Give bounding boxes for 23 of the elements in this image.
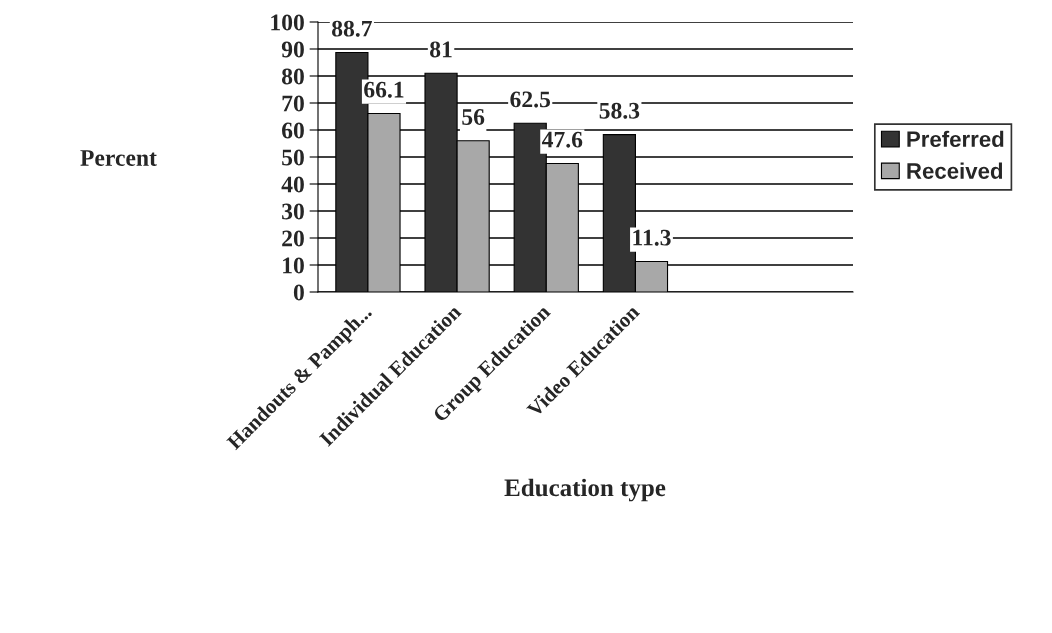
y-tick-label: 90 [281, 41, 304, 58]
data-label: 62.5 [510, 91, 551, 108]
y-tick-label: 10 [283, 257, 304, 274]
y-tick-label: 30 [282, 203, 304, 220]
y-tick-label: 80 [281, 68, 304, 85]
data-label: 81 [430, 41, 452, 58]
x-axis-title: Education type [504, 478, 666, 502]
legend-label: Received [907, 162, 1003, 179]
legend-label: Preferred [907, 130, 1004, 148]
y-tick-label: 50 [282, 149, 304, 166]
data-label: 58.3 [599, 102, 640, 119]
y-tick-label: 0 [293, 284, 304, 301]
data-label: 88.7 [332, 20, 372, 37]
data-label: 11.3 [633, 229, 671, 246]
data-label: 66.1 [364, 81, 404, 98]
y-tick-label: 100 [271, 14, 304, 31]
data-label: 56 [462, 109, 485, 125]
y-tick-label: 70 [282, 95, 304, 112]
y-tick-label: 40 [281, 176, 304, 193]
data-label: 47.6 [541, 131, 583, 148]
y-tick-label: 60 [282, 122, 304, 139]
y-tick-label: 20 [282, 230, 304, 247]
y-axis-title: Percent [80, 150, 157, 166]
